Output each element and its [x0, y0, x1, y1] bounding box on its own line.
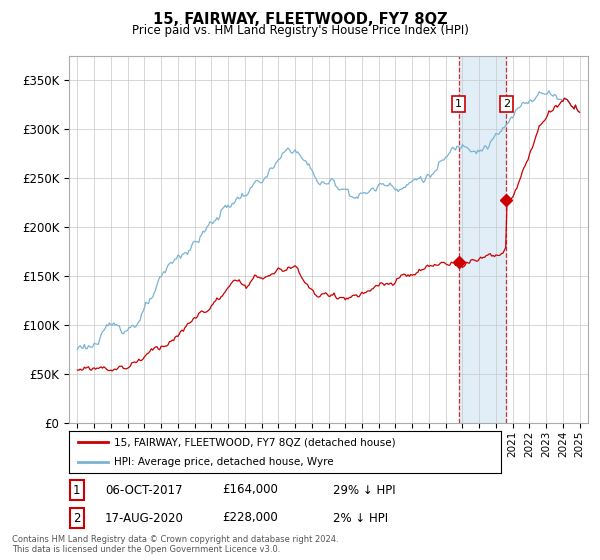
Text: £164,000: £164,000: [222, 483, 278, 497]
Text: Contains HM Land Registry data © Crown copyright and database right 2024.: Contains HM Land Registry data © Crown c…: [12, 535, 338, 544]
Text: 2% ↓ HPI: 2% ↓ HPI: [333, 511, 388, 525]
Text: This data is licensed under the Open Government Licence v3.0.: This data is licensed under the Open Gov…: [12, 545, 280, 554]
Text: Price paid vs. HM Land Registry's House Price Index (HPI): Price paid vs. HM Land Registry's House …: [131, 24, 469, 37]
Text: £228,000: £228,000: [222, 511, 278, 525]
Text: 1: 1: [73, 483, 80, 497]
Text: 1: 1: [455, 99, 462, 109]
Text: HPI: Average price, detached house, Wyre: HPI: Average price, detached house, Wyre: [115, 457, 334, 466]
Text: 15, FAIRWAY, FLEETWOOD, FY7 8QZ (detached house): 15, FAIRWAY, FLEETWOOD, FY7 8QZ (detache…: [115, 437, 396, 447]
Text: 17-AUG-2020: 17-AUG-2020: [105, 511, 184, 525]
Text: 2: 2: [503, 99, 510, 109]
Text: 2: 2: [73, 511, 80, 525]
Text: 06-OCT-2017: 06-OCT-2017: [105, 483, 182, 497]
Text: 15, FAIRWAY, FLEETWOOD, FY7 8QZ: 15, FAIRWAY, FLEETWOOD, FY7 8QZ: [152, 12, 448, 27]
Text: 29% ↓ HPI: 29% ↓ HPI: [333, 483, 395, 497]
